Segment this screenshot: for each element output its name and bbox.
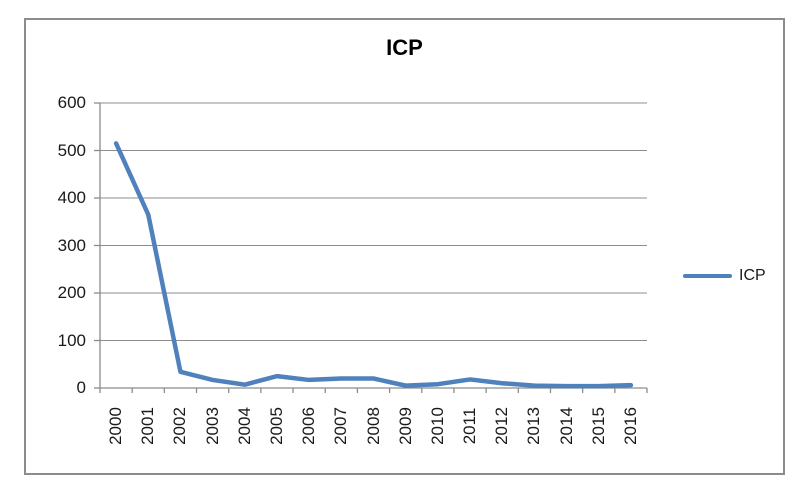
x-axis-label: 2008 [363,407,383,445]
y-axis-label: 100 [57,330,86,350]
x-axis-label: 2010 [427,407,447,445]
y-axis-label: 300 [57,235,86,255]
y-axis-label: 200 [57,283,86,302]
y-axis-label: 500 [57,140,86,160]
x-axis-label: 2006 [299,407,319,445]
x-axis-label: 2001 [138,407,158,445]
y-axis-label: 600 [57,93,86,112]
icp-line-series [113,141,634,389]
chart-border [24,18,785,475]
legend-label: ICP [739,267,766,284]
x-axis-label: 2007 [331,407,351,445]
x-axis-label: 2003 [202,407,222,445]
x-axis-label: 2014 [556,407,576,445]
x-axis-label: 2000 [106,407,126,445]
chart-title: ICP [386,35,423,60]
y-axis-label: 0 [76,378,86,397]
x-axis-label: 2005 [266,407,286,445]
x-axis-label: 2012 [492,407,512,445]
y-axis-label: 400 [57,188,86,207]
x-axis-label: 2015 [588,407,608,445]
legend-line-swatch [683,274,732,278]
x-axis-label: 2013 [524,407,544,445]
x-axis-label: 2011 [460,407,480,445]
x-axis-label: 2009 [395,407,415,445]
x-axis-label: 2002 [170,407,190,445]
legend: ICP [683,266,766,286]
x-axis-label: 2004 [234,407,254,445]
x-axis-label: 2016 [620,407,640,445]
